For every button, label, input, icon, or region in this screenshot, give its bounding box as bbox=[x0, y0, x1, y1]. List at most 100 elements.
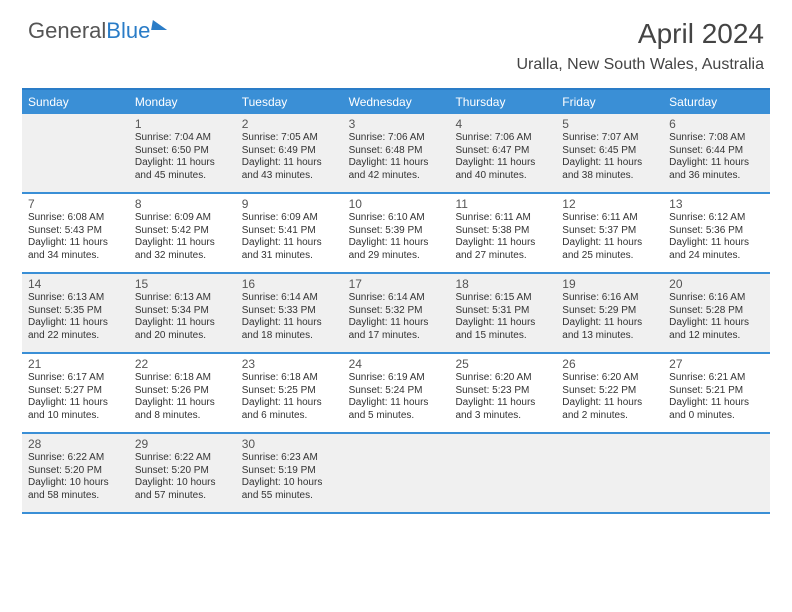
day-cell: 22Sunrise: 6:18 AMSunset: 5:26 PMDayligh… bbox=[129, 354, 236, 432]
day-info-line: Sunrise: 6:09 AM bbox=[242, 212, 337, 225]
day-info-line: Sunrise: 6:20 AM bbox=[562, 372, 657, 385]
day-info-line: Sunset: 5:34 PM bbox=[135, 305, 230, 318]
day-info-line: Sunset: 5:26 PM bbox=[135, 385, 230, 398]
day-info-line: Sunset: 5:28 PM bbox=[669, 305, 764, 318]
day-info-line: and 57 minutes. bbox=[135, 490, 230, 503]
day-info-line: Sunset: 5:25 PM bbox=[242, 385, 337, 398]
day-info-line: Sunset: 6:48 PM bbox=[349, 145, 444, 158]
day-info-line: Sunset: 6:49 PM bbox=[242, 145, 337, 158]
day-info-line: Daylight: 10 hours bbox=[28, 477, 123, 490]
day-cell: 23Sunrise: 6:18 AMSunset: 5:25 PMDayligh… bbox=[236, 354, 343, 432]
day-info-line: and 29 minutes. bbox=[349, 250, 444, 263]
brand-part2: Blue bbox=[106, 18, 150, 44]
calendar: SundayMondayTuesdayWednesdayThursdayFrid… bbox=[22, 88, 770, 514]
day-info-line: Daylight: 11 hours bbox=[349, 317, 444, 330]
day-info-line: and 15 minutes. bbox=[455, 330, 550, 343]
day-info-line: Daylight: 11 hours bbox=[28, 317, 123, 330]
day-cell: 3Sunrise: 7:06 AMSunset: 6:48 PMDaylight… bbox=[343, 114, 450, 192]
day-info-line: and 38 minutes. bbox=[562, 170, 657, 183]
day-info-line: and 17 minutes. bbox=[349, 330, 444, 343]
day-header: Saturday bbox=[663, 90, 770, 114]
day-info-line: and 0 minutes. bbox=[669, 410, 764, 423]
day-header: Thursday bbox=[449, 90, 556, 114]
day-info-line: Sunset: 5:43 PM bbox=[28, 225, 123, 238]
day-info-line: Daylight: 11 hours bbox=[562, 157, 657, 170]
day-info-line: Sunset: 5:20 PM bbox=[135, 465, 230, 478]
day-info-line: Sunset: 5:37 PM bbox=[562, 225, 657, 238]
day-cell: 11Sunrise: 6:11 AMSunset: 5:38 PMDayligh… bbox=[449, 194, 556, 272]
day-info-line: Sunset: 5:19 PM bbox=[242, 465, 337, 478]
day-info-line: Daylight: 11 hours bbox=[455, 397, 550, 410]
day-number: 26 bbox=[562, 357, 657, 371]
day-header: Friday bbox=[556, 90, 663, 114]
day-info-line: Sunrise: 6:22 AM bbox=[135, 452, 230, 465]
day-number: 27 bbox=[669, 357, 764, 371]
day-info-line: Daylight: 11 hours bbox=[455, 237, 550, 250]
day-cell: 7Sunrise: 6:08 AMSunset: 5:43 PMDaylight… bbox=[22, 194, 129, 272]
day-info-line: Sunset: 6:45 PM bbox=[562, 145, 657, 158]
day-info-line: and 8 minutes. bbox=[135, 410, 230, 423]
day-info-line: Sunrise: 6:23 AM bbox=[242, 452, 337, 465]
day-info-line: Daylight: 11 hours bbox=[135, 397, 230, 410]
day-cell: 10Sunrise: 6:10 AMSunset: 5:39 PMDayligh… bbox=[343, 194, 450, 272]
week-row: 7Sunrise: 6:08 AMSunset: 5:43 PM Daylight… bbox=[22, 194, 770, 274]
day-info-line: and 40 minutes. bbox=[455, 170, 550, 183]
day-info-line: Daylight: 10 hours bbox=[135, 477, 230, 490]
day-info-line: and 31 minutes. bbox=[242, 250, 337, 263]
day-info-line: and 45 minutes. bbox=[135, 170, 230, 183]
day-info-line: and 12 minutes. bbox=[669, 330, 764, 343]
day-info-line: Sunrise: 6:11 AM bbox=[562, 212, 657, 225]
day-cell bbox=[343, 434, 450, 512]
day-info-line: Sunset: 5:33 PM bbox=[242, 305, 337, 318]
day-header-row: SundayMondayTuesdayWednesdayThursdayFrid… bbox=[22, 90, 770, 114]
day-info-line: Sunrise: 6:13 AM bbox=[28, 292, 123, 305]
day-info-line: Sunrise: 6:14 AM bbox=[242, 292, 337, 305]
day-number: 3 bbox=[349, 117, 444, 131]
day-cell: 30Sunrise: 6:23 AMSunset: 5:19 PMDayligh… bbox=[236, 434, 343, 512]
day-info-line: Sunset: 5:27 PM bbox=[28, 385, 123, 398]
day-cell bbox=[663, 434, 770, 512]
day-info-line: Sunrise: 6:09 AM bbox=[135, 212, 230, 225]
day-number: 1 bbox=[135, 117, 230, 131]
day-info-line: Daylight: 11 hours bbox=[28, 397, 123, 410]
day-number: 9 bbox=[242, 197, 337, 211]
day-info-line: and 20 minutes. bbox=[135, 330, 230, 343]
day-info-line: and 18 minutes. bbox=[242, 330, 337, 343]
day-number: 29 bbox=[135, 437, 230, 451]
day-cell: 15Sunrise: 6:13 AMSunset: 5:34 PMDayligh… bbox=[129, 274, 236, 352]
location-text: Uralla, New South Wales, Australia bbox=[516, 56, 764, 74]
day-number: 19 bbox=[562, 277, 657, 291]
day-info-line: Sunrise: 7:04 AM bbox=[135, 132, 230, 145]
day-cell: 14Sunrise: 6:13 AMSunset: 5:35 PMDayligh… bbox=[22, 274, 129, 352]
day-cell: 12Sunrise: 6:11 AMSunset: 5:37 PMDayligh… bbox=[556, 194, 663, 272]
day-cell: 13Sunrise: 6:12 AMSunset: 5:36 PMDayligh… bbox=[663, 194, 770, 272]
day-cell bbox=[556, 434, 663, 512]
day-info-line: Daylight: 11 hours bbox=[562, 397, 657, 410]
day-info-line: Sunrise: 7:07 AM bbox=[562, 132, 657, 145]
day-info-line: and 24 minutes. bbox=[669, 250, 764, 263]
week-row: 28Sunrise: 6:22 AMSunset: 5:20 PMDayligh… bbox=[22, 434, 770, 514]
day-info-line: Sunrise: 6:08 AM bbox=[28, 212, 123, 225]
day-info-line: Sunset: 5:41 PM bbox=[242, 225, 337, 238]
day-cell: 4Sunrise: 7:06 AMSunset: 6:47 PMDaylight… bbox=[449, 114, 556, 192]
day-info-line: Sunset: 6:50 PM bbox=[135, 145, 230, 158]
day-number: 11 bbox=[455, 197, 550, 211]
day-info-line: and 43 minutes. bbox=[242, 170, 337, 183]
day-info-line: and 5 minutes. bbox=[349, 410, 444, 423]
day-info-line: Daylight: 11 hours bbox=[669, 317, 764, 330]
day-info-line: Daylight: 11 hours bbox=[135, 237, 230, 250]
month-title: April 2024 bbox=[516, 18, 764, 50]
day-info-line: Sunrise: 6:22 AM bbox=[28, 452, 123, 465]
day-number: 17 bbox=[349, 277, 444, 291]
day-info-line: Sunrise: 6:16 AM bbox=[562, 292, 657, 305]
day-number: 7 bbox=[28, 197, 123, 211]
day-info-line: Sunrise: 7:08 AM bbox=[669, 132, 764, 145]
day-cell: 17Sunrise: 6:14 AMSunset: 5:32 PMDayligh… bbox=[343, 274, 450, 352]
day-header: Monday bbox=[129, 90, 236, 114]
day-info-line: Sunset: 5:42 PM bbox=[135, 225, 230, 238]
day-info-line: Daylight: 11 hours bbox=[349, 157, 444, 170]
day-info-line: Daylight: 11 hours bbox=[562, 237, 657, 250]
day-info-line: Daylight: 11 hours bbox=[669, 237, 764, 250]
day-info-line: Daylight: 11 hours bbox=[455, 317, 550, 330]
day-number: 30 bbox=[242, 437, 337, 451]
